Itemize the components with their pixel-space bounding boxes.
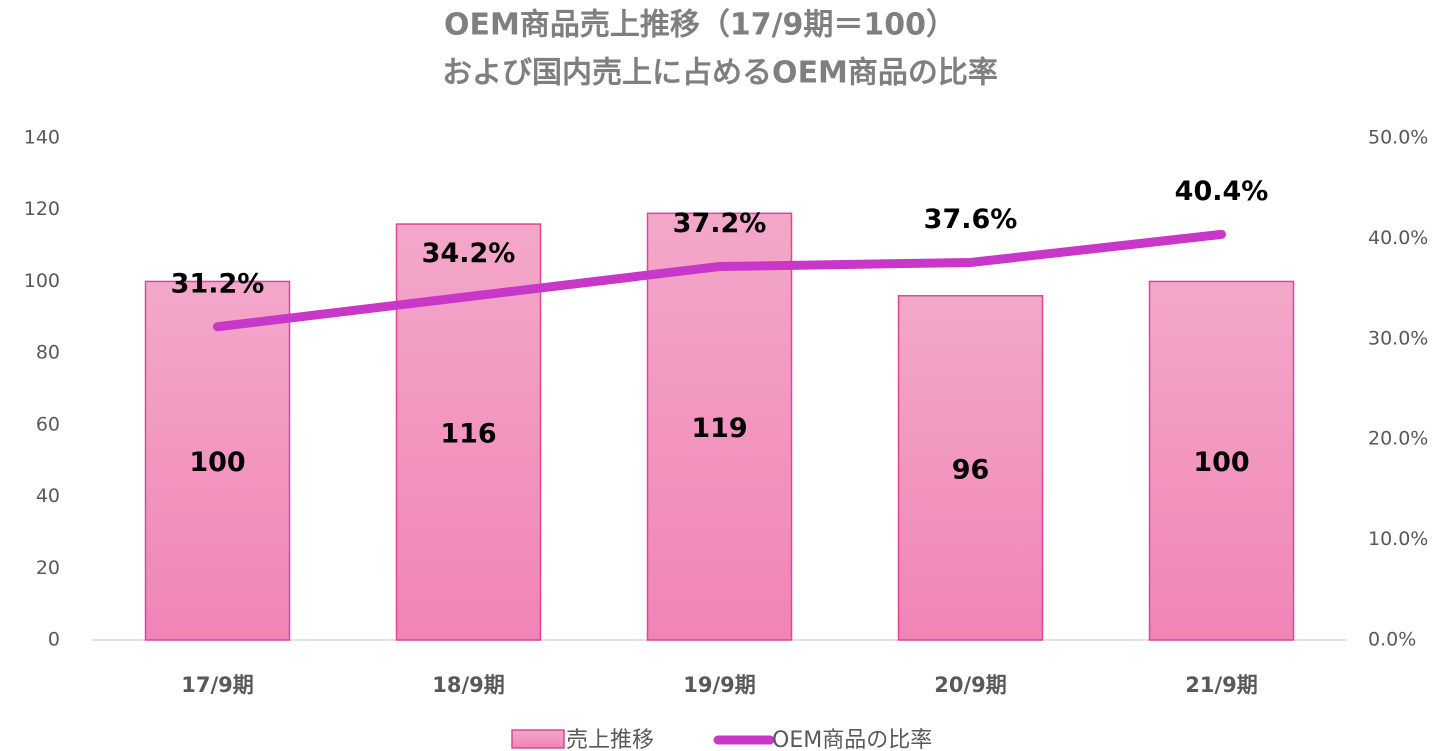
y-tick-label: 60 (36, 413, 60, 435)
bar (646, 212, 793, 641)
bar (1148, 280, 1295, 641)
y2-tick-label: 20.0% (1368, 428, 1428, 450)
x-tick-label: 17/9期 (181, 673, 254, 697)
bar-value-label: 116 (440, 419, 496, 450)
line-value-label: 31.2% (171, 268, 265, 299)
line-value-label: 37.6% (924, 204, 1018, 235)
y-tick-label: 20 (36, 557, 60, 579)
x-tick-label: 19/9期 (683, 673, 756, 697)
bar-value-label: 100 (189, 447, 245, 478)
y2-tick-label: 10.0% (1368, 528, 1428, 550)
line-value-label: 40.4% (1175, 176, 1269, 207)
y-tick-label: 0 (48, 629, 60, 651)
bar-value-label: 96 (952, 454, 990, 485)
y-tick-label: 40 (36, 485, 60, 507)
y-tick-label: 80 (36, 342, 60, 364)
legend-swatch (511, 729, 565, 749)
bar (144, 280, 291, 641)
bar (897, 295, 1044, 641)
y2-tick-label: 50.0% (1368, 127, 1428, 149)
legend-label: 売上推移 (566, 728, 654, 751)
y2-tick-label: 0.0% (1368, 629, 1416, 651)
y-tick-label: 100 (24, 270, 60, 292)
bar-value-label: 119 (691, 413, 747, 444)
x-tick-label: 21/9期 (1185, 673, 1258, 697)
y2-tick-label: 40.0% (1368, 227, 1428, 249)
line (213, 229, 1226, 332)
chart-title: OEM商品売上推移（17/9期＝100） (444, 8, 956, 43)
bar-value-label: 100 (1193, 447, 1249, 478)
x-tick-label: 18/9期 (432, 673, 505, 697)
legend-label: OEM商品の比率 (772, 728, 932, 751)
line-value-label: 37.2% (673, 208, 767, 239)
x-tick-label: 20/9期 (934, 673, 1007, 697)
y-tick-label: 120 (24, 198, 60, 220)
chart-title: および国内売上に占めるOEM商品の比率 (442, 56, 998, 91)
y2-tick-label: 30.0% (1368, 327, 1428, 349)
y-tick-label: 140 (24, 127, 60, 149)
line-value-label: 34.2% (422, 238, 516, 269)
